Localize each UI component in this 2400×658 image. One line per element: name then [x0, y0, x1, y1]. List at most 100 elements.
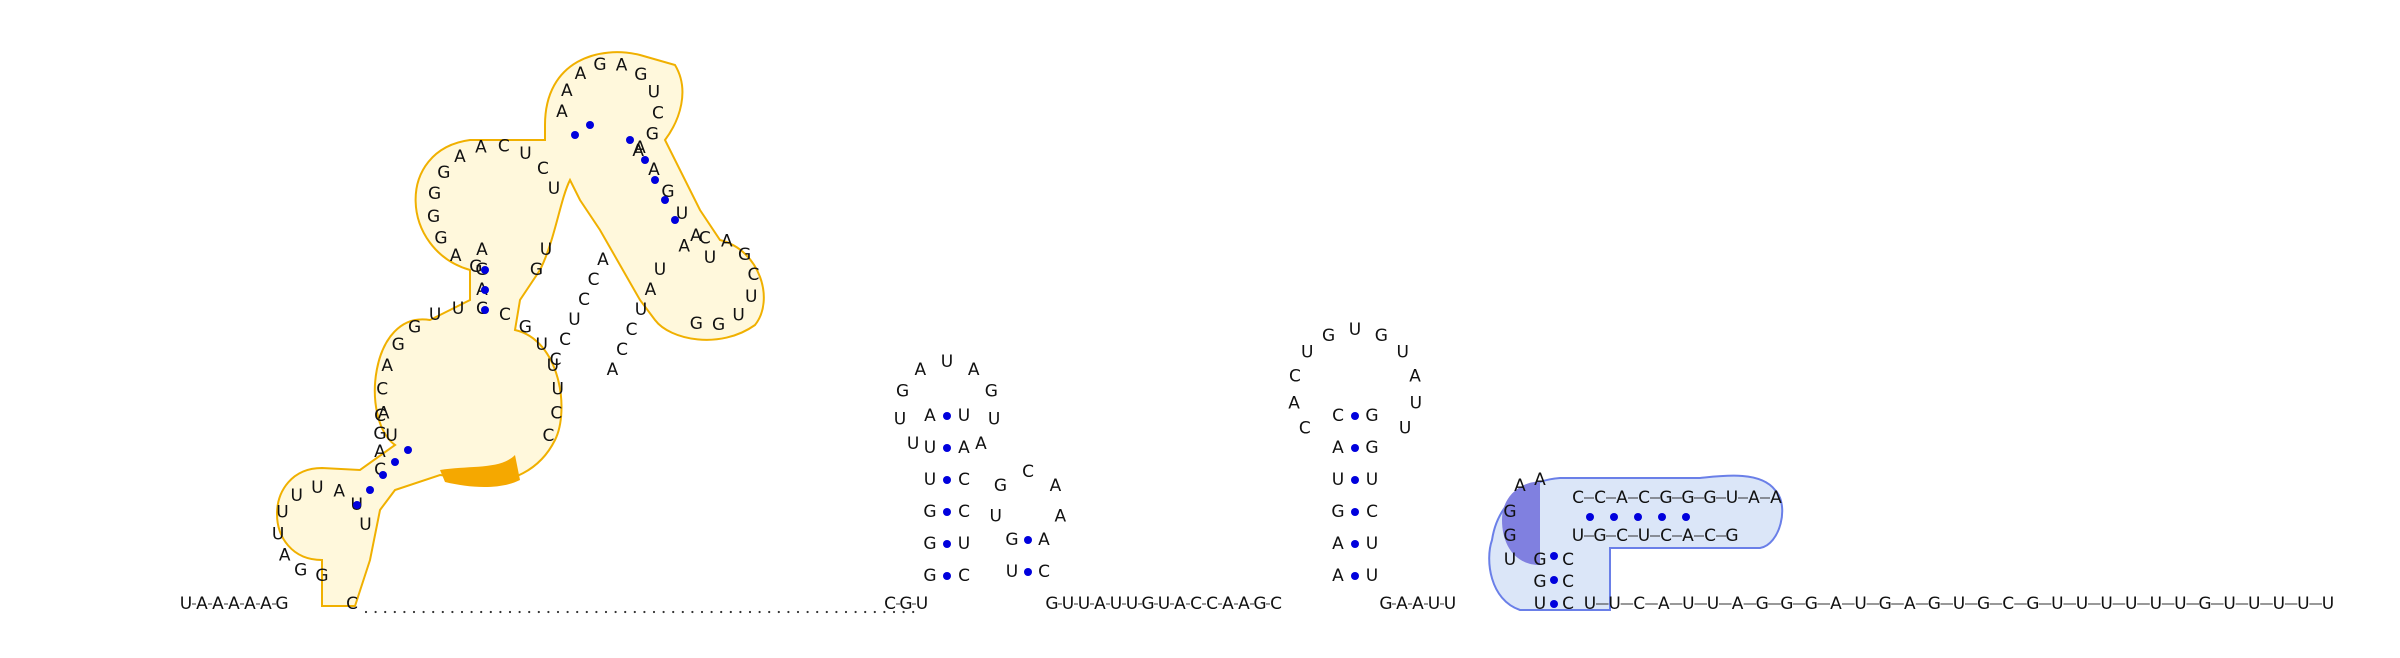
domain1-base: G: [373, 424, 386, 444]
base-pair-dot: [366, 486, 374, 494]
domain1-base: U: [359, 515, 371, 535]
domain1-base: C: [588, 270, 600, 290]
linker-dot: [528, 610, 531, 614]
hairpin3-base: C: [1038, 562, 1050, 582]
linker-dot: [758, 610, 761, 614]
hairpin2-loop-base: A: [975, 434, 987, 454]
linker-dot: [768, 610, 771, 614]
hairpin5-base: G: [1533, 572, 1546, 592]
domain1-base: A: [450, 246, 462, 266]
hairpin4-base: G: [1331, 502, 1344, 522]
linker-dot: [451, 610, 454, 614]
linker-base: A: [1238, 594, 1250, 614]
trailer-3prime-base: G: [1977, 594, 1990, 614]
domain1-base: C: [376, 380, 388, 400]
domain1-base: C: [374, 406, 386, 426]
trailer-3prime-base: G: [1780, 594, 1793, 614]
linker-base: A: [1094, 594, 1106, 614]
nucleotide: A: [1514, 476, 1526, 496]
domain1-base: U: [648, 82, 660, 102]
hairpin2-base: G: [923, 534, 936, 554]
hairpin5-base: U: [1638, 526, 1650, 546]
domain1-base: G: [690, 314, 703, 334]
domain1-base: A: [632, 141, 644, 161]
hairpin2-base: A: [958, 438, 970, 458]
hairpin5-base: C: [1594, 488, 1606, 508]
hairpin4-loop-base: C: [1289, 367, 1301, 387]
trailer-3prime-base: U: [2248, 594, 2260, 614]
linker-base: G: [1045, 594, 1058, 614]
hairpin3-loop-base: G: [994, 476, 1007, 496]
base-pair-dot: [661, 196, 669, 204]
trailer-3prime-base: G: [1879, 594, 1892, 614]
domain1-base: G: [315, 566, 328, 586]
hairpin5-base: C: [1572, 488, 1584, 508]
linker-dot: [556, 610, 560, 614]
domain1-base: G: [408, 318, 421, 338]
linker-dot: [470, 610, 473, 614]
domain1-base: C: [537, 159, 549, 179]
linker-dot: [441, 610, 444, 614]
base-pair-dot: [1351, 444, 1359, 452]
hairpin4-base: A: [1332, 438, 1344, 458]
linker-base: A: [1396, 594, 1408, 614]
linker-base: A: [1222, 594, 1234, 614]
linker-base: U: [1158, 594, 1170, 614]
domain1-base: A: [381, 356, 393, 376]
trailer-3prime-base: U: [2223, 594, 2235, 614]
hairpin2-base: U: [958, 534, 970, 554]
linker-dot: [460, 610, 464, 614]
leader-5prime-base: A: [212, 594, 224, 614]
orange-domain-region: [276, 51, 765, 607]
hairpin5-base: G: [1503, 502, 1516, 522]
linker-dot: [787, 610, 790, 614]
hairpin3-loop-base: U: [989, 507, 1001, 527]
trailer-3prime-base: U: [1682, 594, 1694, 614]
hairpin5-base: A: [1616, 488, 1628, 508]
hairpin5-base: C: [1562, 550, 1574, 570]
domain1-base: U: [272, 524, 284, 544]
linker-dot: [700, 610, 704, 614]
linker-dot: [681, 610, 684, 614]
blue-domain-region: [1488, 474, 1784, 611]
base-pair-dot: [1610, 513, 1618, 521]
hairpin4-loop-base: A: [1409, 367, 1421, 387]
linker-base: G: [899, 594, 912, 614]
orange-highlight-patch: [440, 455, 520, 487]
base-pair-dot: [943, 476, 951, 484]
domain1-base: U: [654, 260, 666, 280]
domain1-base: G: [392, 335, 405, 355]
domain1-base: U: [547, 356, 559, 376]
linker-dot: [633, 610, 636, 614]
hairpin3-base: A: [1038, 530, 1050, 550]
domain1-base: C: [550, 403, 562, 423]
domain1-base: G: [738, 245, 751, 265]
linker-dot: [796, 610, 800, 614]
domain1-base: C: [499, 305, 511, 325]
linker-dot: [854, 610, 857, 614]
domain1-base: G: [469, 257, 482, 277]
domain1-base: A: [721, 231, 733, 251]
leader-5prime-base: A: [196, 594, 208, 614]
domain1-base: C: [616, 340, 628, 360]
linker-dot: [432, 610, 435, 614]
linker-dot: [835, 610, 838, 614]
linker-dot: [614, 610, 617, 614]
domain1-base: U: [540, 240, 552, 260]
trailer-3prime-base: G: [2026, 594, 2039, 614]
linker-dot: [537, 610, 540, 614]
trailer-3prime-base: A: [1658, 594, 1670, 614]
linker-base: U: [1062, 594, 1074, 614]
domain1-base: U: [519, 144, 531, 164]
linker-dot: [643, 610, 646, 614]
trailer-3prime-base: G: [1928, 594, 1941, 614]
linker-dot: [499, 610, 502, 614]
hairpin2-base: U: [924, 438, 936, 458]
linker-dot: [518, 610, 521, 614]
linker-dot: [825, 610, 828, 614]
linker-dot: [912, 610, 915, 614]
hairpin2-loop-base: U: [894, 409, 906, 429]
linker-base: C: [1270, 594, 1282, 614]
base-pair-dot: [379, 471, 387, 479]
domain1-base: G: [712, 315, 725, 335]
